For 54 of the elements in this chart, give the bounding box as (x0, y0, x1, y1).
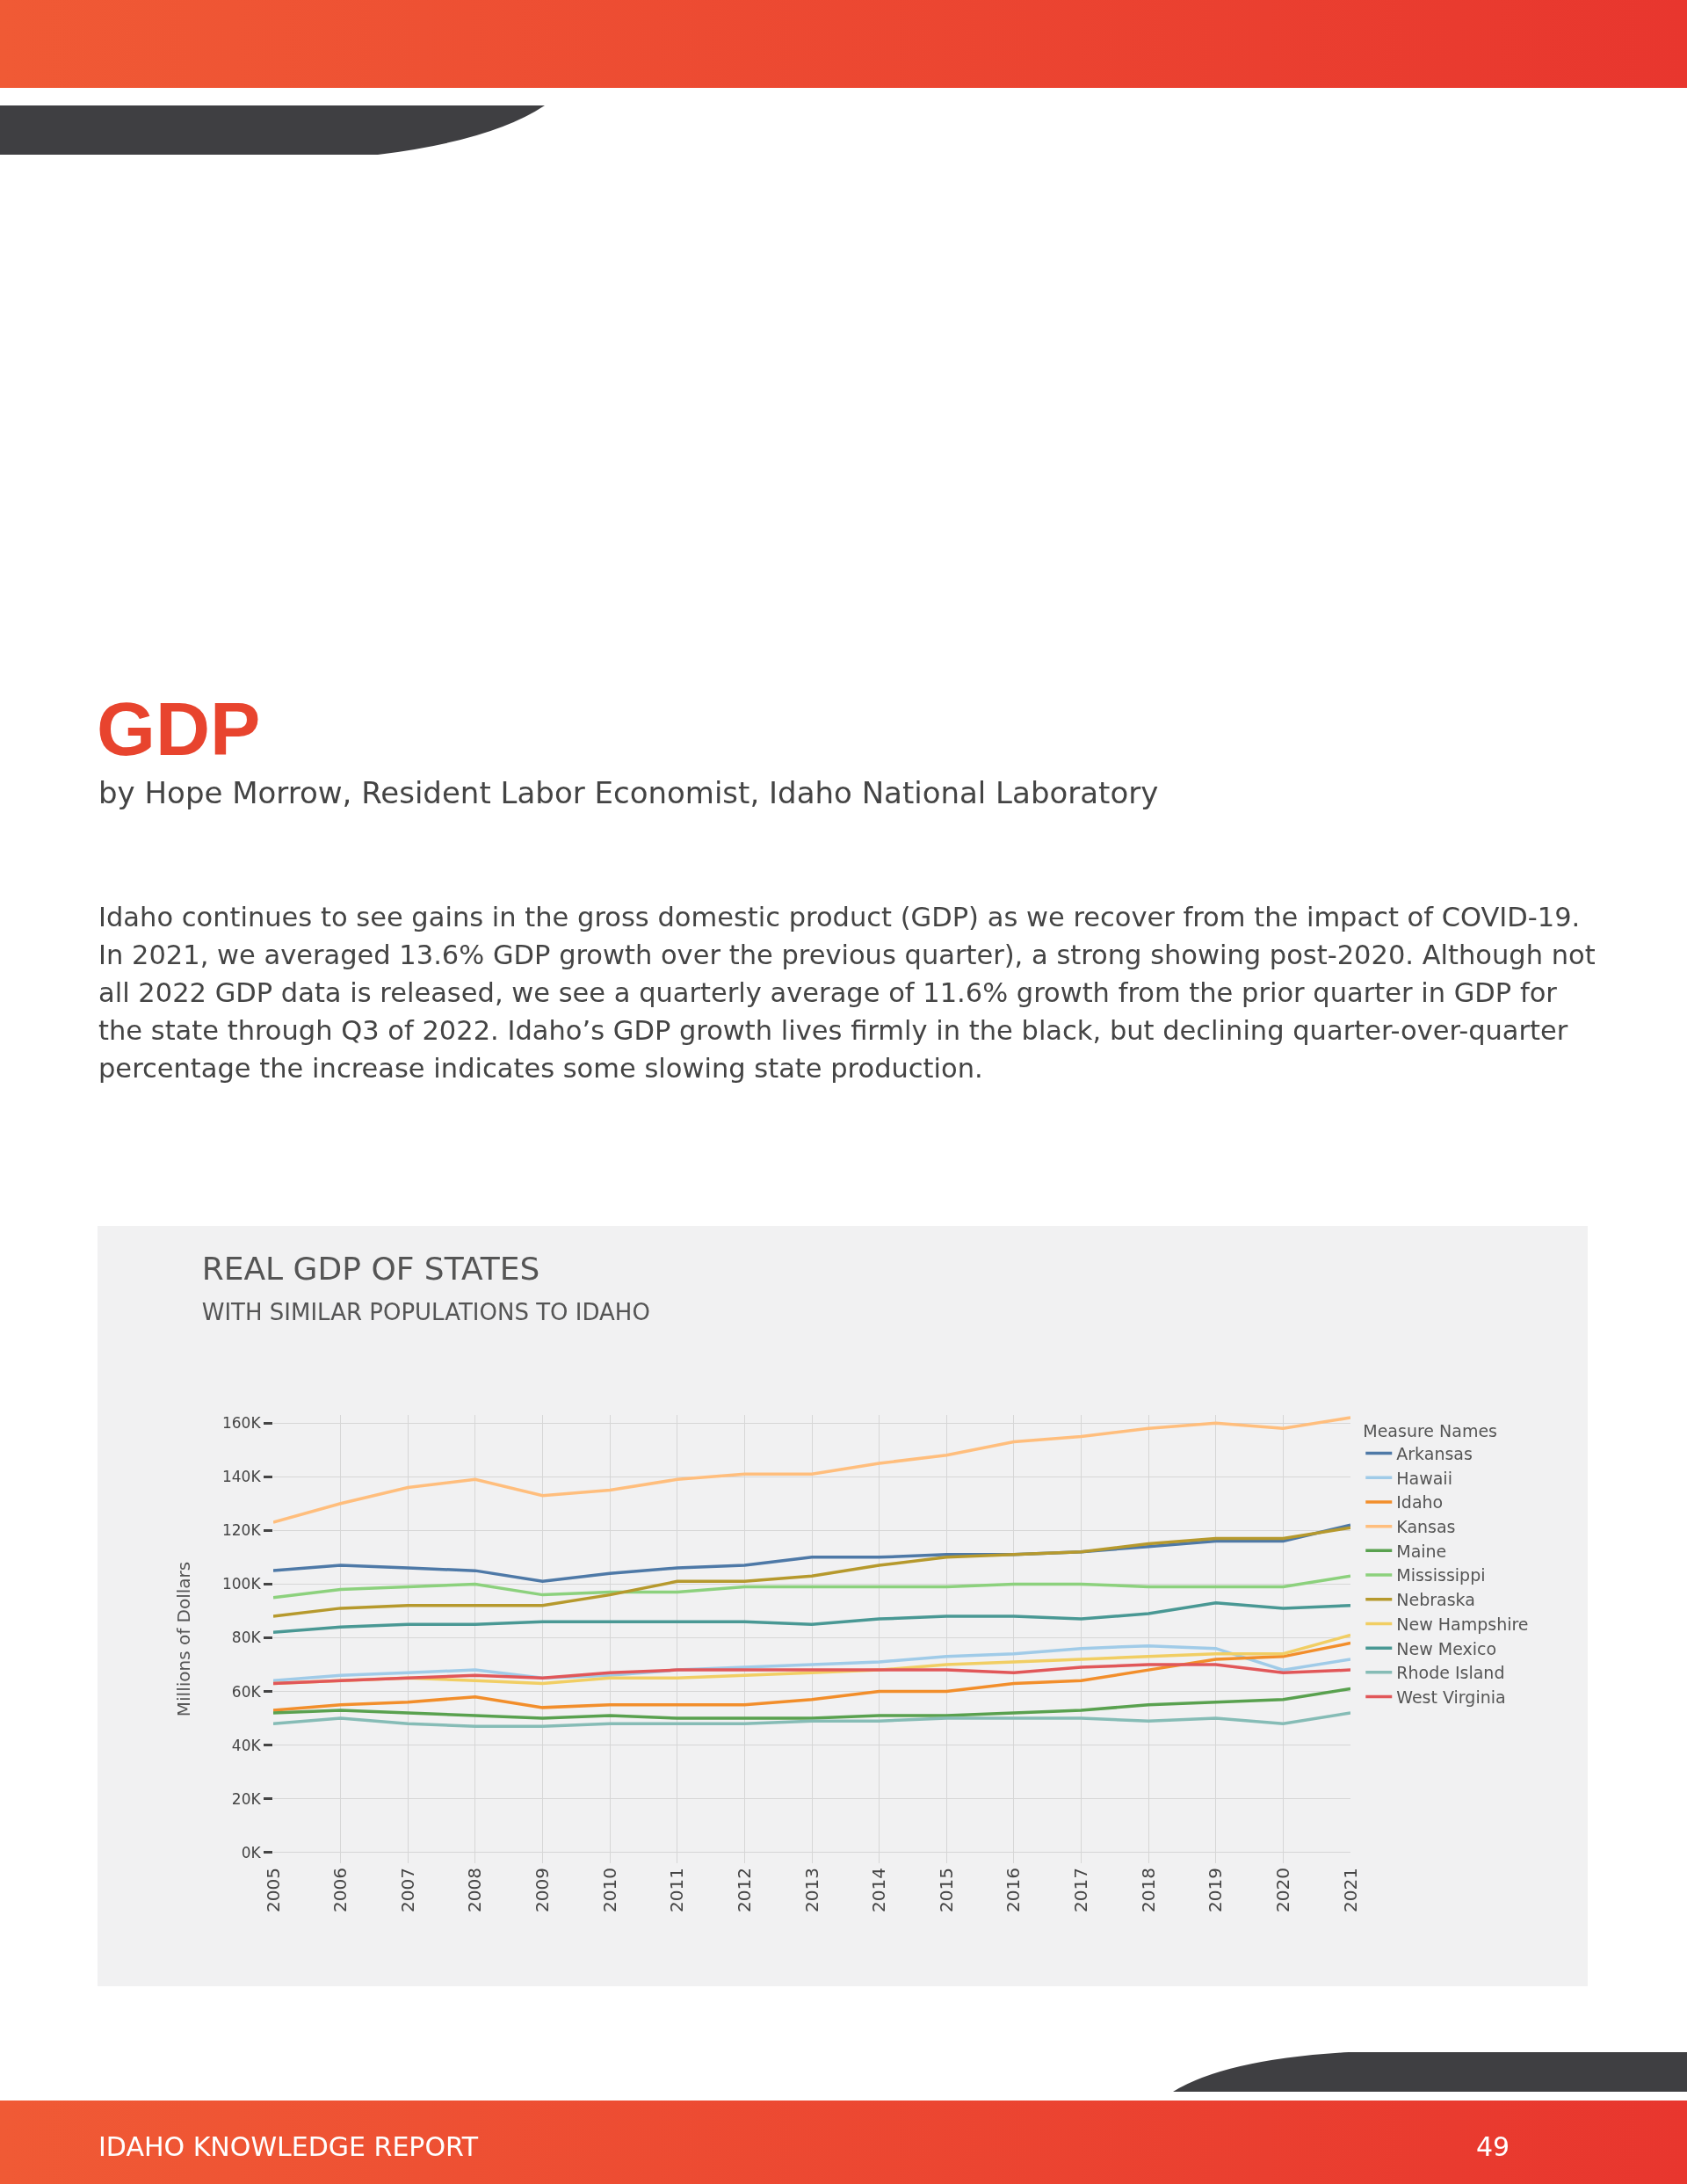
line-series (273, 1711, 1350, 1728)
y-tick-label: 100K (221, 1575, 262, 1593)
legend-label: Mississippi (1396, 1565, 1486, 1585)
line-series (273, 1663, 1350, 1686)
line-series (273, 1687, 1350, 1720)
x-tick-label: 2021 (1339, 1868, 1361, 1912)
x-tick-label: 2018 (1137, 1868, 1159, 1912)
x-tick-label: 2007 (396, 1868, 418, 1912)
x-tick-label: 2011 (666, 1868, 688, 1912)
x-tick-label: 2013 (800, 1868, 822, 1912)
y-axis-title: Millions of Dollars (173, 1561, 195, 1717)
legend-label: Kansas (1396, 1517, 1456, 1537)
x-tick-label: 2019 (1205, 1868, 1227, 1912)
text: Idaho continues to see gains in the gross domestic product (GDP) as we recover from the impact of COVID-19. In 2021, we averaged 13.6% GDP growth over the previous quarter), a strong showing post-2020. Although not all 2022 GDP data is released, we see a quarterly average of 11.6% growth from the prior quarter in GDP for the state through Q3 of 2022. Idaho’s GDP growth lives firmly in the black, but declining quarter-over-quarter percentage the increase indicates some slowing state production. (98, 901, 1596, 1085)
x-tick-label: 2015 (935, 1868, 957, 1912)
y-tick-label: 120K (221, 1521, 262, 1540)
y-tick-label: 20K (231, 1789, 262, 1808)
text: IDAHO KNOWLEDGE REPORT (98, 2131, 479, 2162)
chart-title: REAL GDP OF STATES (201, 1250, 540, 1287)
line-series (273, 1601, 1350, 1635)
x-tick-label: 2009 (532, 1868, 553, 1912)
y-tick-label: 60K (231, 1682, 262, 1701)
legend-label: Maine (1396, 1541, 1447, 1561)
x-tick-label: 2005 (262, 1868, 284, 1912)
text: by Hope Morrow, Resident Labor Economist, Idaho National Laboratory (98, 775, 1159, 810)
legend-label: West Virginia (1396, 1687, 1506, 1707)
y-tick-label: 80K (231, 1629, 262, 1647)
legend-label: Arkansas (1396, 1443, 1473, 1463)
line-series (273, 1526, 1350, 1618)
legend-label: Nebraska (1396, 1590, 1475, 1610)
line-series (273, 1574, 1350, 1600)
legend-label: New Hampshire (1396, 1614, 1529, 1634)
x-tick-label: 2006 (329, 1868, 351, 1912)
legend-label: Idaho (1396, 1492, 1444, 1513)
x-tick-label: 2012 (733, 1868, 755, 1912)
text: GDP (97, 686, 261, 773)
x-tick-label: 2017 (1070, 1868, 1091, 1912)
legend-label: New Mexico (1396, 1638, 1497, 1658)
x-tick-label: 2016 (1003, 1868, 1025, 1912)
y-tick-label: 40K (231, 1736, 262, 1754)
y-tick-label: 0K (241, 1843, 262, 1861)
x-tick-label: 2008 (464, 1868, 486, 1912)
x-tick-label: 2010 (598, 1868, 620, 1912)
x-tick-label: 2014 (868, 1868, 890, 1912)
legend-title: Measure Names (1363, 1420, 1498, 1440)
text: 49 (1476, 2131, 1510, 2162)
line-series (273, 1641, 1350, 1712)
y-tick-label: 160K (221, 1414, 262, 1433)
line-series (273, 1416, 1350, 1524)
y-tick-label: 140K (221, 1468, 262, 1486)
legend-label: Rhode Island (1396, 1663, 1505, 1683)
legend-label: Hawaii (1396, 1468, 1452, 1488)
chart-subtitle: WITH SIMILAR POPULATIONS TO IDAHO (201, 1299, 650, 1326)
x-tick-label: 2020 (1271, 1868, 1293, 1912)
